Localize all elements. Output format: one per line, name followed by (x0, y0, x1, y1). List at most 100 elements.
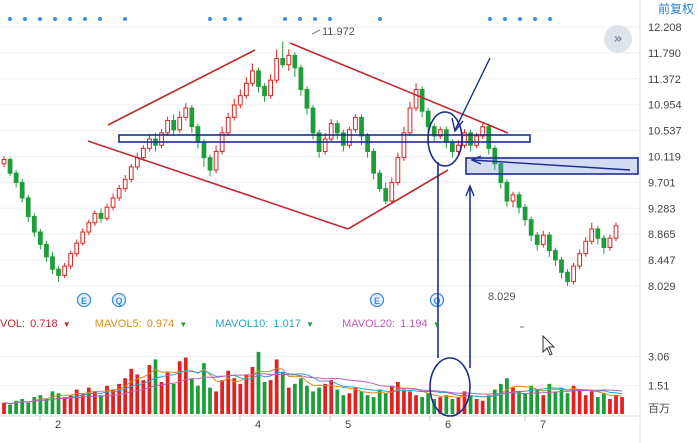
double-chevron-right-icon[interactable]: » (604, 25, 632, 53)
event-dot (378, 17, 382, 21)
candle-body (510, 194, 516, 202)
candle-body (540, 234, 546, 245)
volume-bar (189, 378, 194, 414)
candle-body (250, 70, 255, 84)
candle-body (183, 107, 189, 118)
volume-bar (286, 387, 291, 414)
volume-bar (620, 397, 624, 414)
annotation-arrow-line (471, 159, 631, 171)
y-tick-label: 9.283 (648, 203, 676, 215)
vol-arrow-icon: ▼ (62, 320, 71, 329)
volume-bar (32, 397, 37, 414)
high-price-pointer (311, 29, 321, 35)
price-adjust-button[interactable]: 前复权 (657, 2, 694, 16)
volume-bar (38, 395, 43, 414)
candle-body (377, 172, 383, 190)
volume-bar (517, 391, 521, 414)
candle-body (74, 242, 80, 255)
candle-body (522, 206, 528, 221)
event-dot (68, 17, 72, 21)
volume-bar (238, 383, 243, 414)
event-dot (223, 17, 227, 21)
volume-bar (511, 387, 515, 414)
event-marker-circle (111, 292, 127, 308)
volume-bar (583, 395, 588, 414)
event-dot (503, 17, 507, 21)
candle-body (583, 240, 589, 255)
event-dot (488, 17, 492, 21)
volume-bar (171, 383, 176, 414)
volume-bar (577, 389, 582, 414)
candle-body (340, 132, 346, 146)
candle-body (468, 132, 473, 146)
volume-bar (402, 389, 406, 414)
candle-body (425, 110, 431, 128)
volume-bar (535, 389, 540, 414)
annotation-arrow-head (451, 117, 464, 133)
vol-label: VOL: (0, 318, 26, 330)
volume-bar (232, 378, 237, 414)
candle-body (437, 129, 443, 137)
volume-bar (14, 400, 18, 414)
candle-body (268, 79, 273, 97)
y-tick-label: 10.954 (648, 100, 682, 112)
candle-body (347, 129, 352, 146)
volume-bar (529, 385, 534, 414)
volume-bar (153, 359, 158, 414)
candle-body (559, 259, 564, 273)
event-dot (238, 17, 242, 21)
volume-bar (141, 380, 146, 414)
volume-bar (602, 393, 606, 414)
volume-bar (426, 393, 431, 414)
volume-bar (292, 383, 297, 414)
candle-body (534, 234, 540, 245)
candle-body (7, 159, 13, 174)
y-tick-label: 11.372 (648, 74, 681, 86)
volume-bar (353, 387, 358, 414)
event-dot (98, 17, 102, 21)
candle-body (159, 132, 164, 146)
volume-tick-label: 1.51 (648, 381, 669, 393)
candle-body (486, 126, 492, 149)
candle-body (62, 265, 67, 276)
volume-bar (444, 395, 449, 414)
candle-body (395, 157, 401, 183)
volume-bar (377, 389, 382, 414)
volume-bar (547, 383, 552, 414)
candle-body (304, 88, 310, 109)
volume-bar (50, 391, 55, 414)
volume-bar (93, 391, 97, 414)
mavol10-label: MAVOL10: (215, 318, 269, 330)
volume-bar (214, 391, 218, 414)
volume-bar (117, 383, 122, 414)
volume-bar (299, 378, 303, 414)
volume-bar (541, 395, 546, 414)
candle-body (546, 234, 552, 252)
volume-bar (256, 351, 261, 414)
candle-body (443, 129, 449, 143)
volume-bar (589, 391, 594, 414)
volume-bar (99, 395, 103, 414)
volume-bar (498, 383, 503, 414)
candle-body (286, 54, 292, 66)
y-tick-label: 8.447 (648, 255, 676, 267)
volume-bar (244, 374, 249, 414)
volume-bar (341, 395, 346, 414)
x-tick-label: 4 (255, 419, 261, 431)
high-price-label: 11.972 (322, 26, 355, 38)
candle-body (553, 250, 558, 261)
x-tick-label: 7 (540, 419, 546, 431)
mavol5-arrow-icon: ▼ (179, 320, 188, 329)
volume-bar (371, 397, 376, 414)
y-tick-label: 8.029 (648, 281, 676, 293)
candle-body (207, 157, 213, 171)
volume-bar (62, 397, 67, 414)
event-dot (38, 17, 42, 21)
candle-body (474, 135, 480, 146)
candle-body (383, 188, 389, 202)
candle-body (450, 141, 455, 152)
candle-body (68, 253, 74, 267)
volume-bar (595, 397, 600, 414)
